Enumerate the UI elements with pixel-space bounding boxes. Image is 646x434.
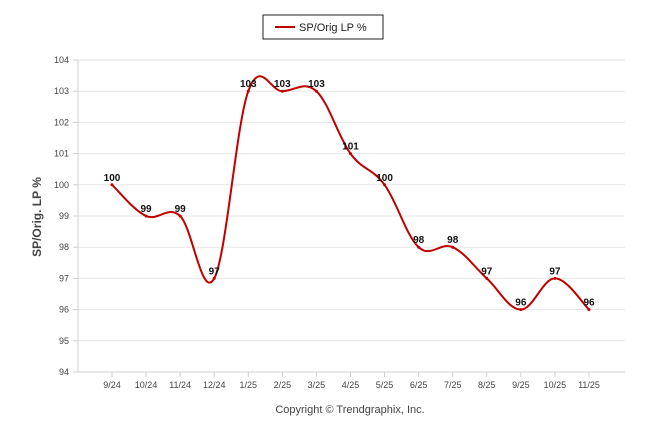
y-axis-title: SP/Orig. LP % bbox=[30, 177, 44, 257]
x-axis-ticks: 9/24 10/24 11/24 12/24 1/25 2/25 3/25 4/25 5/25 6… bbox=[103, 372, 600, 390]
series-point bbox=[349, 152, 352, 156]
x-tick-label: 7/25 bbox=[444, 380, 462, 390]
series-point bbox=[417, 245, 421, 249]
x-tick-label: 12/24 bbox=[203, 380, 226, 390]
x-tick-label: 4/25 bbox=[342, 380, 360, 390]
data-label: 100 bbox=[104, 173, 121, 184]
series-lines bbox=[110, 75, 591, 312]
x-tick-label: 2/25 bbox=[274, 380, 292, 390]
x-tick-label: 10/24 bbox=[135, 380, 158, 390]
y-tick-label: 104 bbox=[54, 55, 69, 65]
x-tick-label: 11/25 bbox=[578, 380, 600, 390]
series-point bbox=[110, 183, 114, 187]
x-tick-label: 6/25 bbox=[410, 380, 428, 390]
data-label: 96 bbox=[515, 298, 527, 309]
data-label: 97 bbox=[549, 266, 561, 277]
series-point bbox=[553, 276, 557, 280]
series-point bbox=[144, 214, 148, 218]
data-label: 103 bbox=[274, 79, 291, 90]
x-tick-label: 5/25 bbox=[376, 380, 394, 390]
y-tick-label: 101 bbox=[54, 149, 69, 159]
copyright-text: Copyright © Trendgraphix, Inc. bbox=[275, 404, 424, 416]
series-point bbox=[314, 89, 318, 93]
y-tick-label: 99 bbox=[59, 211, 69, 221]
series-line bbox=[111, 75, 590, 311]
data-label: 100 bbox=[376, 173, 393, 184]
series-point bbox=[178, 214, 182, 218]
series-point bbox=[587, 308, 591, 312]
data-label: 97 bbox=[209, 266, 221, 277]
legend[interactable]: SP/Orig LP % bbox=[262, 14, 384, 40]
x-tick-label: 9/25 bbox=[512, 380, 530, 390]
y-tick-label: 95 bbox=[59, 336, 69, 346]
y-tick-label: 97 bbox=[59, 273, 69, 283]
series-point bbox=[212, 276, 216, 280]
x-tick-label: 9/24 bbox=[103, 380, 121, 390]
legend-label: SP/Orig LP % bbox=[299, 22, 367, 34]
data-label: 101 bbox=[342, 142, 359, 153]
series-point bbox=[246, 89, 250, 93]
y-tick-label: 100 bbox=[54, 180, 69, 190]
data-label: 96 bbox=[583, 298, 595, 309]
y-tick-label: 98 bbox=[59, 242, 69, 252]
x-tick-label: 1/25 bbox=[240, 380, 258, 390]
data-label: 97 bbox=[481, 266, 493, 277]
data-label: 98 bbox=[447, 235, 459, 246]
y-tick-label: 102 bbox=[54, 117, 69, 127]
series-point bbox=[519, 308, 523, 312]
data-label: 98 bbox=[413, 235, 425, 246]
x-tick-label: 11/24 bbox=[169, 380, 191, 390]
series-point bbox=[485, 276, 489, 280]
x-tick-label: 3/25 bbox=[308, 380, 326, 390]
x-tick-label: 8/25 bbox=[478, 380, 496, 390]
y-axis-ticks: 94 95 96 97 98 99 100 101 102 103 104 bbox=[54, 55, 78, 377]
series-point bbox=[451, 245, 455, 249]
y-tick-label: 96 bbox=[59, 305, 69, 315]
data-labels: 100 99 99 97 103 103 103 101 100 98 98 97 96 97 96 bbox=[104, 79, 595, 308]
x-tick-label: 10/25 bbox=[544, 380, 567, 390]
series-point bbox=[383, 183, 387, 187]
y-tick-label: 94 bbox=[59, 367, 69, 377]
data-label: 99 bbox=[141, 204, 153, 215]
series-point bbox=[280, 89, 284, 93]
y-tick-label: 103 bbox=[54, 86, 69, 96]
grid-lines bbox=[78, 59, 625, 373]
data-label: 103 bbox=[240, 79, 257, 90]
data-label: 103 bbox=[308, 79, 325, 90]
data-label: 99 bbox=[175, 204, 187, 215]
